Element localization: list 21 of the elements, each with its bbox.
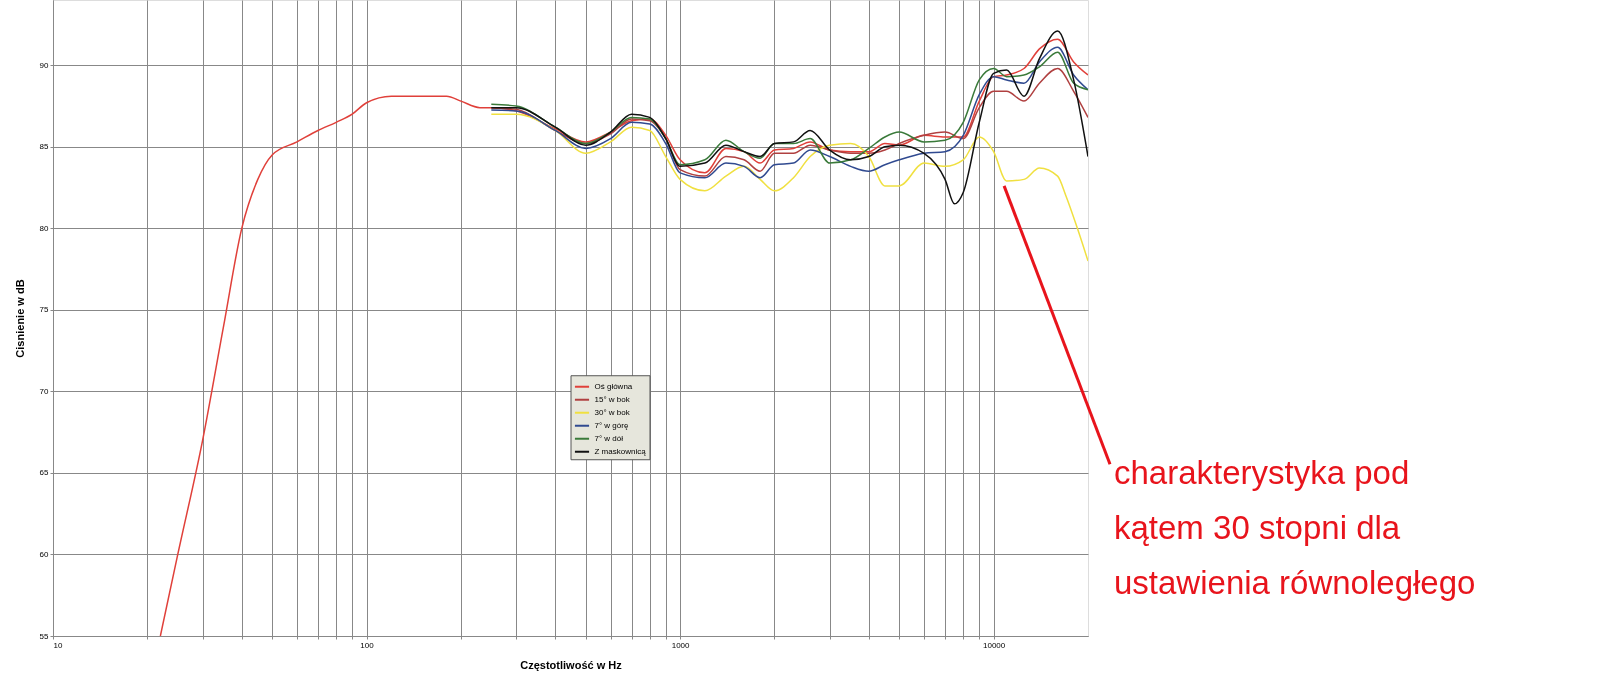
x-tick-label: 10000 [982, 640, 1006, 650]
legend-label: Z maskownicą [594, 446, 647, 456]
y-axis-title: Cisnienie w dB [13, 279, 26, 358]
y-tick-label: 60 [39, 549, 50, 559]
legend-label: 15° w bok [594, 394, 631, 404]
y-tick-label: 70 [39, 386, 50, 396]
x-axis-title: Częstotliwość w Hz [520, 658, 623, 671]
y-tick-label: 65 [39, 468, 50, 478]
annotation: charakterystyka pod kątem 30 stopni dla ustawienia równoległego [1114, 453, 1476, 601]
x-tick-label: 1000 [671, 640, 691, 650]
legend-label: 7° w dół [594, 433, 624, 443]
y-tick-label: 55 [39, 631, 50, 641]
y-tick-label: 85 [39, 142, 50, 152]
y-tick-label: 90 [39, 60, 50, 70]
y-tick-label: 80 [39, 223, 50, 233]
legend-label: 7° w górę [594, 420, 629, 430]
y-tick-label: 75 [39, 305, 50, 315]
legend-label: Oś główna [594, 381, 633, 391]
x-tick-label: 100 [360, 640, 375, 650]
legend-label: 30° w bok [594, 407, 631, 417]
x-tick-label: 10 [53, 640, 63, 650]
